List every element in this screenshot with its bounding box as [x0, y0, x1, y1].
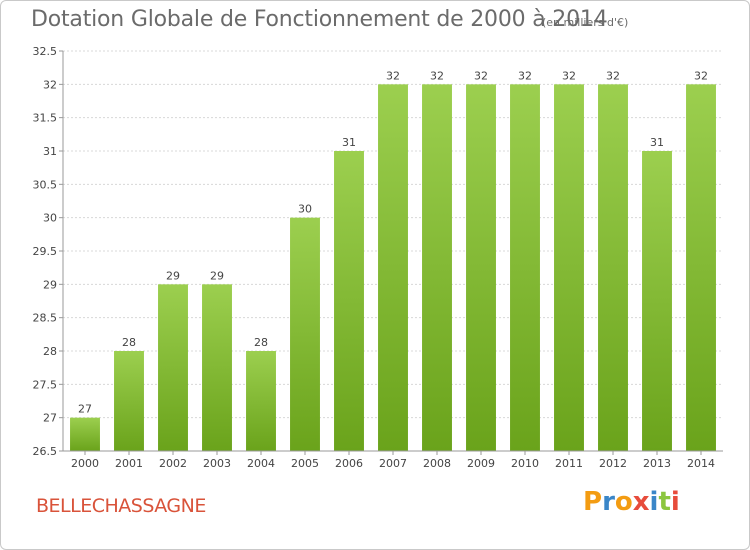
chart-unit-note: (en milliers d'€): [542, 16, 629, 29]
data-labels: 27 28 29 29 28 30 31 32 32 32 32 32 32 31 32: [78, 69, 708, 415]
y-tick-label: 31: [43, 145, 57, 158]
x-tick-label-2002: 2002: [159, 457, 187, 470]
bar-2007: [378, 84, 408, 451]
y-tick-label: 31.5: [33, 112, 58, 125]
logo-letter: t: [658, 487, 671, 517]
chart-title: Dotation Globale de Fonctionnement de 20…: [31, 7, 608, 32]
data-label-2001: 28: [122, 336, 136, 349]
proxiti-logo: Proxiti: [583, 487, 680, 517]
y-tick-label: 26.5: [33, 445, 58, 458]
x-axis-ticks: 2000 2001 2002 2003 2004 2005 2006 2007 2008 2009…: [71, 451, 715, 470]
logo-letter: i: [649, 487, 659, 517]
x-tick-label-2013: 2013: [643, 457, 671, 470]
x-tick-label-2003: 2003: [203, 457, 231, 470]
logo-letter: o: [614, 487, 633, 517]
data-label-2007: 32: [386, 69, 400, 82]
x-tick-label-2009: 2009: [467, 457, 495, 470]
bar-2010: [510, 84, 540, 451]
bar-2000: [70, 417, 100, 451]
bar-2006: [334, 151, 364, 451]
bar-2013: [642, 151, 672, 451]
logo-letter: i: [670, 487, 680, 517]
y-tick-label: 32: [43, 78, 57, 91]
data-label-2004: 28: [254, 336, 268, 349]
bar-2012: [598, 84, 628, 451]
y-tick-label: 29.5: [33, 245, 58, 258]
axes: [62, 51, 723, 452]
bar-2005: [290, 217, 320, 451]
x-tick-label-2008: 2008: [423, 457, 451, 470]
logo-letter: x: [632, 487, 650, 517]
data-label-2002: 29: [166, 269, 180, 282]
logo-letter: P: [583, 487, 603, 517]
data-label-2010: 32: [518, 69, 532, 82]
bar-2001: [114, 351, 144, 451]
logo-letter: r: [602, 487, 615, 517]
y-tick-label: 32.5: [33, 45, 58, 58]
y-axis-ticks: 26.5 27 27.5 28 28.5 29 29.5 30 30.5 31 31.5 32 32.5: [33, 45, 63, 458]
bar-2009: [466, 84, 496, 451]
y-tick-label: 28.5: [33, 312, 58, 325]
data-label-2009: 32: [474, 69, 488, 82]
bar-2003: [202, 284, 232, 451]
x-tick-label-2005: 2005: [291, 457, 319, 470]
data-label-2014: 32: [694, 69, 708, 82]
bar-2008: [422, 84, 452, 451]
x-tick-label-2011: 2011: [555, 457, 583, 470]
x-tick-label-2010: 2010: [511, 457, 539, 470]
x-tick-label-2001: 2001: [115, 457, 143, 470]
data-label-2013: 31: [650, 136, 664, 149]
data-label-2000: 27: [78, 403, 92, 416]
data-label-2005: 30: [298, 203, 312, 216]
x-tick-label-2006: 2006: [335, 457, 363, 470]
commune-name: BELLECHASSAGNE: [36, 495, 206, 517]
data-label-2003: 29: [210, 269, 224, 282]
x-tick-label-2014: 2014: [687, 457, 715, 470]
x-tick-label-2007: 2007: [379, 457, 407, 470]
data-label-2012: 32: [606, 69, 620, 82]
x-tick-label-2012: 2012: [599, 457, 627, 470]
bar-2002: [158, 284, 188, 451]
y-tick-label: 27.5: [33, 378, 58, 391]
x-tick-label-2000: 2000: [71, 457, 99, 470]
data-label-2008: 32: [430, 69, 444, 82]
bar-2014: [686, 84, 716, 451]
y-tick-label: 30.5: [33, 178, 58, 191]
x-tick-label-2004: 2004: [247, 457, 275, 470]
data-label-2011: 32: [562, 69, 576, 82]
bars: [70, 84, 716, 451]
y-tick-label: 27: [43, 412, 57, 425]
y-tick-label: 29: [43, 278, 57, 291]
y-tick-label: 28: [43, 345, 57, 358]
bar-2004: [246, 351, 276, 451]
data-label-2006: 31: [342, 136, 356, 149]
bar-2011: [554, 84, 584, 451]
y-tick-label: 30: [43, 212, 57, 225]
